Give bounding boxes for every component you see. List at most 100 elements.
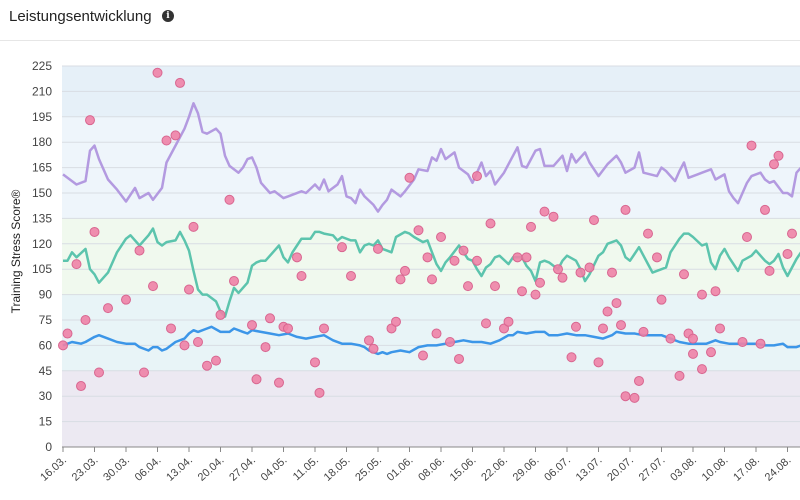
- tss-point[interactable]: [89, 226, 100, 237]
- tss-point[interactable]: [620, 391, 631, 402]
- tss-point[interactable]: [679, 269, 689, 280]
- tss-point[interactable]: [71, 259, 82, 270]
- tss-point[interactable]: [575, 267, 586, 278]
- tss-point[interactable]: [458, 245, 469, 256]
- tss-point[interactable]: [251, 374, 262, 385]
- tss-point[interactable]: [593, 357, 604, 368]
- tss-point[interactable]: [229, 276, 239, 287]
- tss-point[interactable]: [697, 364, 707, 375]
- tss-point[interactable]: [152, 67, 163, 78]
- tss-point[interactable]: [584, 262, 595, 273]
- tss-point[interactable]: [548, 211, 559, 222]
- tss-point[interactable]: [773, 150, 784, 161]
- tss-point[interactable]: [620, 204, 631, 215]
- tss-point[interactable]: [193, 337, 203, 348]
- tss-point[interactable]: [557, 272, 568, 283]
- tss-point[interactable]: [224, 194, 235, 205]
- tss-point[interactable]: [449, 255, 460, 266]
- tss-point[interactable]: [688, 333, 698, 344]
- tss-point[interactable]: [395, 274, 406, 285]
- tss-point[interactable]: [539, 206, 550, 217]
- tss-point[interactable]: [418, 350, 428, 361]
- tss-point[interactable]: [346, 270, 356, 281]
- tss-point[interactable]: [490, 281, 500, 292]
- tss-point[interactable]: [607, 267, 617, 278]
- tss-point[interactable]: [638, 326, 649, 337]
- tss-point[interactable]: [422, 252, 433, 263]
- tss-point[interactable]: [530, 289, 541, 300]
- tss-point[interactable]: [688, 348, 698, 359]
- tss-point[interactable]: [571, 321, 581, 332]
- tss-point[interactable]: [296, 270, 307, 281]
- tss-point[interactable]: [274, 377, 284, 388]
- tss-point[interactable]: [566, 352, 577, 363]
- tss-point[interactable]: [499, 323, 509, 334]
- tss-point[interactable]: [782, 248, 793, 259]
- tss-point[interactable]: [215, 309, 226, 320]
- tss-point[interactable]: [535, 277, 545, 288]
- tss-point[interactable]: [769, 159, 779, 170]
- tss-point[interactable]: [373, 243, 383, 254]
- tss-point[interactable]: [134, 245, 145, 256]
- tss-point[interactable]: [472, 171, 482, 182]
- tss-point[interactable]: [121, 294, 131, 305]
- tss-point[interactable]: [746, 140, 757, 151]
- tss-point[interactable]: [179, 340, 190, 351]
- tss-point[interactable]: [472, 255, 482, 266]
- tss-point[interactable]: [319, 323, 329, 334]
- tss-point[interactable]: [445, 337, 455, 348]
- tss-point[interactable]: [368, 343, 379, 354]
- tss-point[interactable]: [283, 323, 293, 334]
- tss-point[interactable]: [616, 320, 626, 331]
- tss-point[interactable]: [386, 323, 397, 334]
- tss-point[interactable]: [265, 313, 275, 324]
- tss-point[interactable]: [161, 135, 172, 146]
- tss-point[interactable]: [526, 221, 536, 232]
- tss-point[interactable]: [260, 342, 271, 353]
- tss-point[interactable]: [364, 335, 374, 346]
- tss-point[interactable]: [706, 347, 716, 358]
- tss-point[interactable]: [598, 323, 608, 334]
- tss-point[interactable]: [764, 265, 775, 276]
- tss-point[interactable]: [427, 274, 437, 285]
- tss-point[interactable]: [62, 328, 73, 339]
- tss-point[interactable]: [314, 387, 325, 398]
- tss-point[interactable]: [148, 281, 158, 292]
- tss-point[interactable]: [292, 252, 302, 263]
- tss-point[interactable]: [76, 381, 86, 392]
- tss-point[interactable]: [211, 355, 221, 366]
- tss-point[interactable]: [485, 218, 496, 229]
- tss-point[interactable]: [656, 294, 667, 305]
- tss-point[interactable]: [521, 252, 532, 263]
- tss-point[interactable]: [463, 281, 473, 292]
- tss-point[interactable]: [643, 228, 653, 239]
- tss-point[interactable]: [247, 320, 257, 331]
- tss-point[interactable]: [665, 333, 676, 344]
- tss-point[interactable]: [413, 225, 424, 236]
- tss-point[interactable]: [760, 204, 770, 215]
- tss-point[interactable]: [512, 252, 523, 263]
- tss-point[interactable]: [139, 367, 149, 378]
- tss-point[interactable]: [634, 375, 644, 386]
- tss-point[interactable]: [787, 228, 797, 239]
- tss-point[interactable]: [184, 284, 194, 295]
- tss-point[interactable]: [404, 172, 415, 183]
- tss-point[interactable]: [629, 392, 640, 403]
- tss-point[interactable]: [391, 316, 401, 327]
- tss-point[interactable]: [503, 316, 514, 327]
- tss-point[interactable]: [553, 264, 563, 275]
- tss-point[interactable]: [58, 340, 68, 351]
- tss-point[interactable]: [94, 367, 104, 378]
- tss-point[interactable]: [517, 286, 527, 297]
- tss-point[interactable]: [80, 315, 91, 325]
- tss-point[interactable]: [710, 286, 721, 297]
- tss-point[interactable]: [431, 328, 442, 339]
- tss-point[interactable]: [652, 252, 662, 263]
- tss-point[interactable]: [188, 221, 199, 232]
- tss-point[interactable]: [742, 232, 752, 243]
- tss-point[interactable]: [602, 306, 613, 317]
- tss-point[interactable]: [454, 353, 464, 364]
- tss-point[interactable]: [85, 115, 95, 126]
- tss-point[interactable]: [310, 357, 320, 368]
- tss-point[interactable]: [755, 338, 766, 349]
